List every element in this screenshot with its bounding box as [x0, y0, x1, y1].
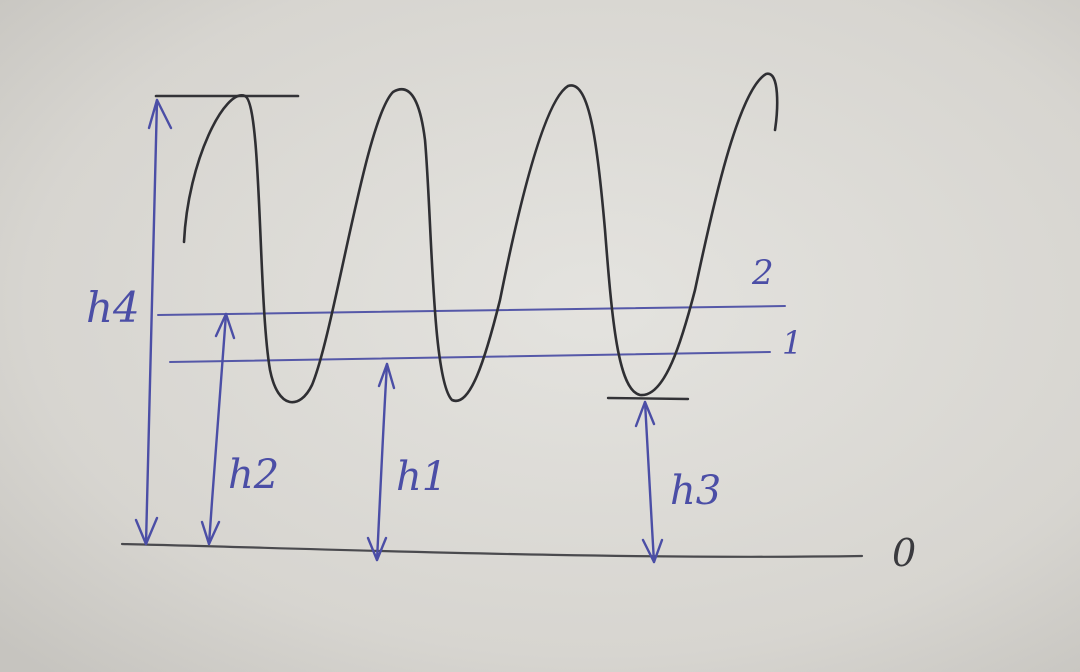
level-line-1	[169, 351, 771, 363]
label-h1: h1	[396, 454, 447, 500]
label-line-1: 1	[782, 324, 802, 362]
label-h3: h3	[670, 468, 721, 514]
minimum-tick-line	[606, 396, 690, 401]
ground-line-0	[120, 542, 864, 558]
oscillation-curve	[182, 72, 779, 404]
label-h2: h2	[228, 452, 279, 498]
label-ground-0: 0	[892, 531, 916, 575]
h4-arrow	[134, 98, 173, 546]
h2-arrow	[200, 312, 236, 546]
h3-arrow	[634, 400, 664, 564]
h1-arrow	[366, 362, 396, 562]
label-h4: h4	[86, 283, 140, 332]
label-line-2: 2	[751, 253, 774, 293]
